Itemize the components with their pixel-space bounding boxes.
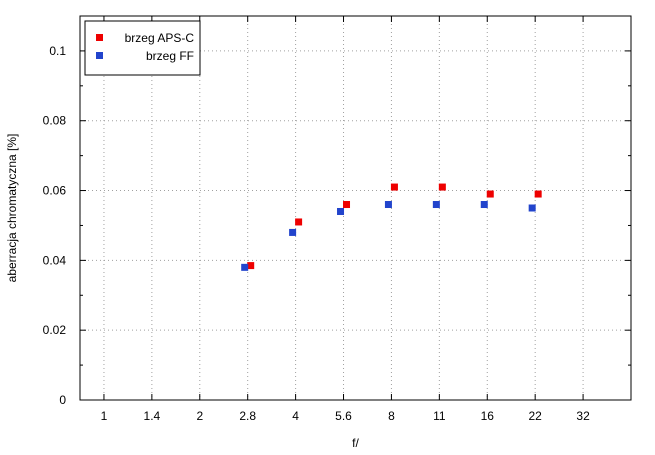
y-tick-label: 0.1 (49, 44, 66, 58)
x-tick-label: 16 (481, 409, 495, 423)
y-tick-label: 0.06 (43, 184, 67, 198)
data-point-aps-c (390, 183, 398, 191)
x-tick-label: 4 (292, 409, 299, 423)
data-point-aps-c (486, 190, 494, 198)
x-tick-label: 1 (101, 409, 108, 423)
y-tick-labels: 0 0.02 0.04 0.06 0.08 0.1 (43, 44, 67, 407)
legend: brzeg APS-C brzeg FF (84, 20, 201, 76)
data-point-ff (289, 228, 297, 236)
legend-entry-label: brzeg FF (146, 49, 194, 63)
x-tick-label: 32 (576, 409, 590, 423)
legend-box (84, 20, 201, 76)
axis-ticks (80, 16, 631, 401)
data-point-ff (528, 204, 536, 212)
data-points (241, 183, 542, 271)
y-tick-label: 0 (59, 393, 66, 407)
data-point-aps-c (534, 190, 542, 198)
data-point-aps-c (295, 218, 303, 226)
data-point-ff (432, 201, 440, 209)
legend-marker (96, 34, 103, 41)
data-point-ff (337, 207, 345, 215)
data-point-aps-c (343, 201, 351, 209)
legend-entry-label: brzeg APS-C (125, 31, 195, 45)
data-point-ff (241, 263, 249, 271)
data-point-aps-c (438, 183, 446, 191)
x-tick-label: 5.6 (335, 409, 352, 423)
y-tick-label: 0.02 (43, 323, 67, 337)
x-tick-label: 1.4 (144, 409, 161, 423)
x-tick-label: 22 (528, 409, 542, 423)
y-tick-label: 0.08 (43, 114, 67, 128)
x-tick-labels: 1 1.4 2 2.8 4 5.6 8 11 16 22 32 (101, 409, 590, 423)
data-point-aps-c (247, 262, 255, 270)
x-axis-label: f/ (352, 436, 359, 450)
y-tick-label: 0.04 (43, 253, 67, 267)
plot-frame (79, 15, 632, 401)
x-tick-label: 11 (433, 409, 446, 423)
legend-marker (96, 52, 103, 59)
y-axis-label: aberracja chromatyczna [%] (5, 134, 19, 283)
x-tick-label: 2.8 (239, 409, 256, 423)
data-point-ff (480, 201, 488, 209)
data-point-ff (384, 201, 392, 209)
x-tick-label: 2 (196, 409, 203, 423)
x-tick-label: 8 (388, 409, 395, 423)
